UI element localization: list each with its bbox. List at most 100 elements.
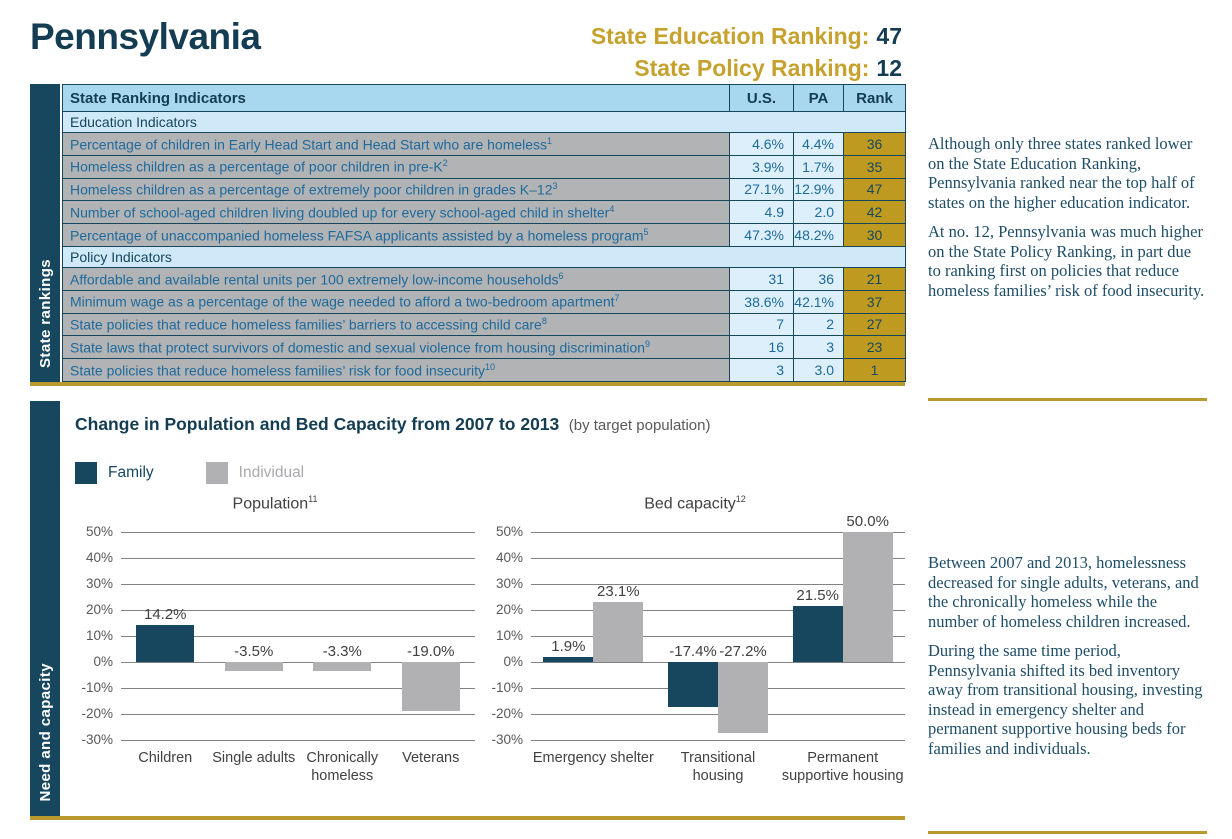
y-tick-label: -10% [491,679,523,695]
bar-group: 14.2% [121,532,210,740]
plot-area: 1.9% 23.1% -17.4% -27.2% 21.5% 50.0% [531,513,905,741]
category-label: Veterans [402,749,460,766]
charts-title: Change in Population and Bed Capacity fr… [75,413,560,434]
bar-group: -19.0% [387,532,476,740]
indicator-label-cell: Minimum wage as a percentage of the wage… [62,289,730,314]
plot-wrap: 50% 40% 30% 20% 10% 0% -10% -20% -30% 1.9% 23.1% -1… [485,513,905,747]
category-label: Permanent supportive housing [781,749,904,784]
gridline [121,661,475,663]
y-tick-label: -10% [81,679,113,695]
bar-value-label: 23.1% [597,582,640,600]
page-title: Pennsylvania [30,16,261,57]
y-tick-label: 40% [495,549,523,565]
gridline [531,635,905,637]
pa-value-cell: 2 [793,312,844,337]
y-tick-label: -20% [491,705,523,721]
indicator-row: Percentage of unaccompanied homeless FAF… [62,223,906,247]
gridline [531,583,905,585]
bar-family [668,661,718,708]
group-header-cell: Policy Indicators [62,245,906,268]
y-tick-label: 20% [495,601,523,617]
y-tick-label: 20% [85,601,113,617]
y-axis-labels: 50% 40% 30% 20% 10% 0% -10% -20% -30% [75,524,121,747]
rank-cell: 35 [843,154,906,179]
gold-divider [928,831,1207,834]
state-rankings-section: State rankings State Ranking Indicators … [30,84,906,386]
us-value-cell: 7 [729,312,794,337]
bar-group: -17.4% -27.2% [656,532,781,740]
table-header-row: State Ranking Indicators U.S. PA Rank [62,84,906,112]
plot-wrap: 50% 40% 30% 20% 10% 0% -10% -20% -30% 14.2% -3.5% -… [75,524,476,747]
rank-cell: 42 [843,200,906,225]
need-and-capacity-section: Need and capacity Change in Population a… [30,400,905,820]
charts-heading: Change in Population and Bed Capacity fr… [75,401,905,435]
section-tab-label: Need and capacity [36,663,54,802]
chart-title: Population11 [232,493,318,513]
plot-area: 14.2% -3.5% -3.3% -19.0% [121,531,476,741]
gridline [121,531,475,533]
indicator-label-cell: Percentage of children in Early Head Sta… [62,132,730,156]
column-header-us: U.S. [729,84,794,112]
pa-value-cell: 48.2% [793,223,844,247]
state-ranking-indicators-table: State Ranking Indicators U.S. PA Rank Ed… [62,84,906,382]
bar-value-label: -3.5% [234,642,274,660]
y-tick-label: 50% [495,523,523,539]
us-value-cell: 4.9 [729,200,794,225]
rank-cell: 37 [843,289,906,314]
indicator-label-cell: Percentage of unaccompanied homeless FAF… [62,223,730,247]
gridline [121,713,475,715]
bar-value-label: -3.3% [322,642,362,660]
pa-value-cell: 12.9% [793,177,844,202]
bar-individual [401,661,460,712]
indicator-row: Homeless children as a percentage of poo… [62,154,906,179]
us-value-cell: 4.6% [729,132,794,156]
policy-ranking-value: 12 [876,55,902,81]
individual-swatch [205,461,228,484]
y-tick-label: 0% [93,653,113,669]
bar-group: 21.5% 50.0% [780,513,905,740]
section-tab-label: State rankings [36,259,54,368]
y-tick-label: 30% [85,575,113,591]
category-label: Transitional housing [680,749,756,784]
column-header-pa: PA [793,84,844,112]
bar-individual [593,601,644,662]
gridline [531,739,905,741]
bed-capacity-chart: Bed capacity12 50% 40% 30% 20% 10% 0% -10% -20% -… [485,494,905,785]
y-tick-label: 40% [85,549,113,565]
indicator-label-cell: State policies that reduce homeless fami… [62,358,730,382]
policy-ranking-label: State Policy Ranking: [634,55,870,81]
rank-cell: 36 [843,132,906,156]
need-capacity-note: Between 2007 and 2013, homelessness decr… [928,415,1207,834]
indicator-row: State policies that reduce homeless fami… [62,358,906,382]
rankings-note: Although only three states ranked lower … [928,100,1207,401]
indicator-row: Percentage of children in Early Head Sta… [62,132,906,156]
pa-value-cell: 42.1% [793,289,844,314]
population-chart: Population11 50% 40% 30% 20% 10% 0% -10% -20% -30… [75,494,475,785]
bar-value-label: -27.2% [719,642,767,660]
us-value-cell: 38.6% [729,289,794,314]
section-tab-state-rankings: State rankings [30,84,60,382]
rank-cell: 23 [843,335,906,360]
rank-cell: 30 [843,223,906,247]
indicator-row: Number of school-aged children living do… [62,200,906,225]
indicator-label-cell: Number of school-aged children living do… [62,200,730,225]
us-value-cell: 3.9% [729,154,794,179]
category-label: Children [138,749,193,766]
bar-family [136,625,195,662]
category-label: Emergency shelter [532,749,654,766]
gridline [531,609,905,611]
gridline [121,635,475,637]
indicator-label-cell: Homeless children as a percentage of poo… [62,154,730,179]
category-labels: Emergency shelter Transitional housing Per… [531,749,905,785]
bar-individual [224,661,283,672]
bar-group: -3.3% [298,532,387,740]
indicator-row: Homeless children as a percentage of ext… [62,177,906,202]
bar-group: -3.5% [210,532,299,740]
need-capacity-note-paragraph-1: Between 2007 and 2013, homelessness decr… [928,553,1199,631]
bar-value-label: -17.4% [669,642,717,660]
indicator-label-cell: State policies that reduce homeless fami… [62,312,730,337]
us-value-cell: 27.1% [729,177,794,202]
bar-value-label: 14.2% [143,606,187,624]
us-value-cell: 31 [729,266,794,291]
charts-row: Population11 50% 40% 30% 20% 10% 0% -10% -20% -30… [75,494,905,785]
